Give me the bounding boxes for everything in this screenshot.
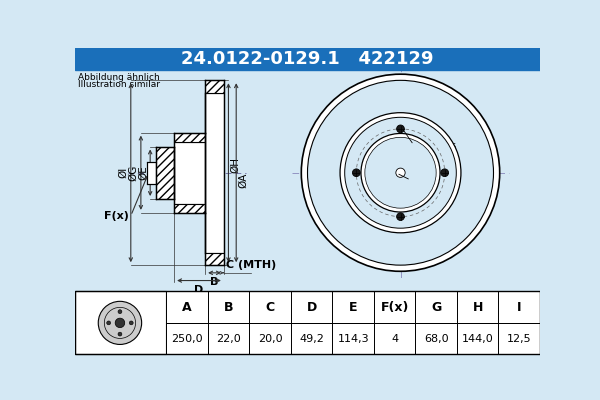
Text: Illustration similar: Illustration similar xyxy=(78,80,160,89)
Text: 4: 4 xyxy=(391,334,398,344)
Bar xyxy=(205,93,224,253)
Bar xyxy=(205,80,224,93)
Bar xyxy=(174,204,205,213)
Circle shape xyxy=(118,332,122,336)
Bar xyxy=(415,323,457,354)
Bar xyxy=(75,291,540,354)
Text: ØG: ØG xyxy=(128,164,139,181)
Bar xyxy=(166,323,208,354)
Circle shape xyxy=(361,134,440,212)
Text: Abbildung ähnlich: Abbildung ähnlich xyxy=(78,74,160,82)
Bar xyxy=(174,133,205,142)
Text: B: B xyxy=(224,301,233,314)
Text: E: E xyxy=(349,301,358,314)
Bar xyxy=(332,323,374,354)
Bar xyxy=(457,291,499,323)
Bar xyxy=(457,323,499,354)
Circle shape xyxy=(129,321,133,325)
Circle shape xyxy=(340,113,461,233)
Bar xyxy=(174,133,205,142)
Text: 22,0: 22,0 xyxy=(217,334,241,344)
Text: ØI: ØI xyxy=(118,167,128,178)
Bar xyxy=(208,323,250,354)
Bar xyxy=(332,291,374,323)
Circle shape xyxy=(396,168,405,177)
Circle shape xyxy=(118,310,122,314)
Bar xyxy=(157,146,174,199)
Circle shape xyxy=(308,80,493,265)
Bar xyxy=(415,291,457,323)
Text: F(x): F(x) xyxy=(104,211,129,221)
Text: C (MTH): C (MTH) xyxy=(226,260,277,270)
Text: D: D xyxy=(307,301,317,314)
Circle shape xyxy=(301,74,500,271)
Circle shape xyxy=(352,169,360,176)
Text: 250,0: 250,0 xyxy=(172,334,203,344)
Bar xyxy=(499,291,540,323)
Text: I: I xyxy=(517,301,521,314)
Bar xyxy=(75,48,540,70)
Bar xyxy=(205,253,224,265)
Bar xyxy=(250,323,291,354)
Text: ØE: ØE xyxy=(139,165,149,180)
Circle shape xyxy=(104,307,136,338)
Text: G: G xyxy=(431,301,442,314)
Circle shape xyxy=(98,301,142,344)
Text: M10x1,25: M10x1,25 xyxy=(412,143,457,152)
Bar xyxy=(205,80,224,93)
Text: ØA: ØA xyxy=(238,173,248,188)
Circle shape xyxy=(397,213,404,220)
Text: ØH: ØH xyxy=(230,157,240,173)
Text: 12,5: 12,5 xyxy=(507,334,532,344)
Circle shape xyxy=(441,169,449,176)
Text: 49,2: 49,2 xyxy=(299,334,324,344)
Text: 144,0: 144,0 xyxy=(462,334,494,344)
Bar xyxy=(174,142,205,204)
Bar xyxy=(291,291,332,323)
Text: A: A xyxy=(182,301,192,314)
Circle shape xyxy=(107,321,110,325)
Bar xyxy=(208,291,250,323)
Bar xyxy=(205,253,224,265)
Text: 20,0: 20,0 xyxy=(258,334,283,344)
Circle shape xyxy=(397,125,404,133)
Bar xyxy=(499,323,540,354)
Bar xyxy=(75,291,166,354)
Text: 68,0: 68,0 xyxy=(424,334,449,344)
Text: B: B xyxy=(211,278,218,288)
Bar xyxy=(291,323,332,354)
Text: 24.0122-0129.1   422129: 24.0122-0129.1 422129 xyxy=(181,50,434,68)
Circle shape xyxy=(344,117,457,228)
Bar xyxy=(147,162,157,184)
Circle shape xyxy=(107,310,133,336)
Circle shape xyxy=(115,318,125,328)
Bar xyxy=(374,323,415,354)
Text: Ø103: Ø103 xyxy=(408,179,434,189)
Text: 114,3: 114,3 xyxy=(337,334,369,344)
Circle shape xyxy=(365,137,436,208)
Text: D: D xyxy=(194,285,203,295)
Bar xyxy=(166,291,208,323)
Text: C: C xyxy=(266,301,275,314)
Text: F(x): F(x) xyxy=(380,301,409,314)
Bar xyxy=(250,291,291,323)
Text: H: H xyxy=(473,301,483,314)
Bar xyxy=(374,291,415,323)
Bar xyxy=(157,146,174,199)
Bar xyxy=(174,204,205,213)
